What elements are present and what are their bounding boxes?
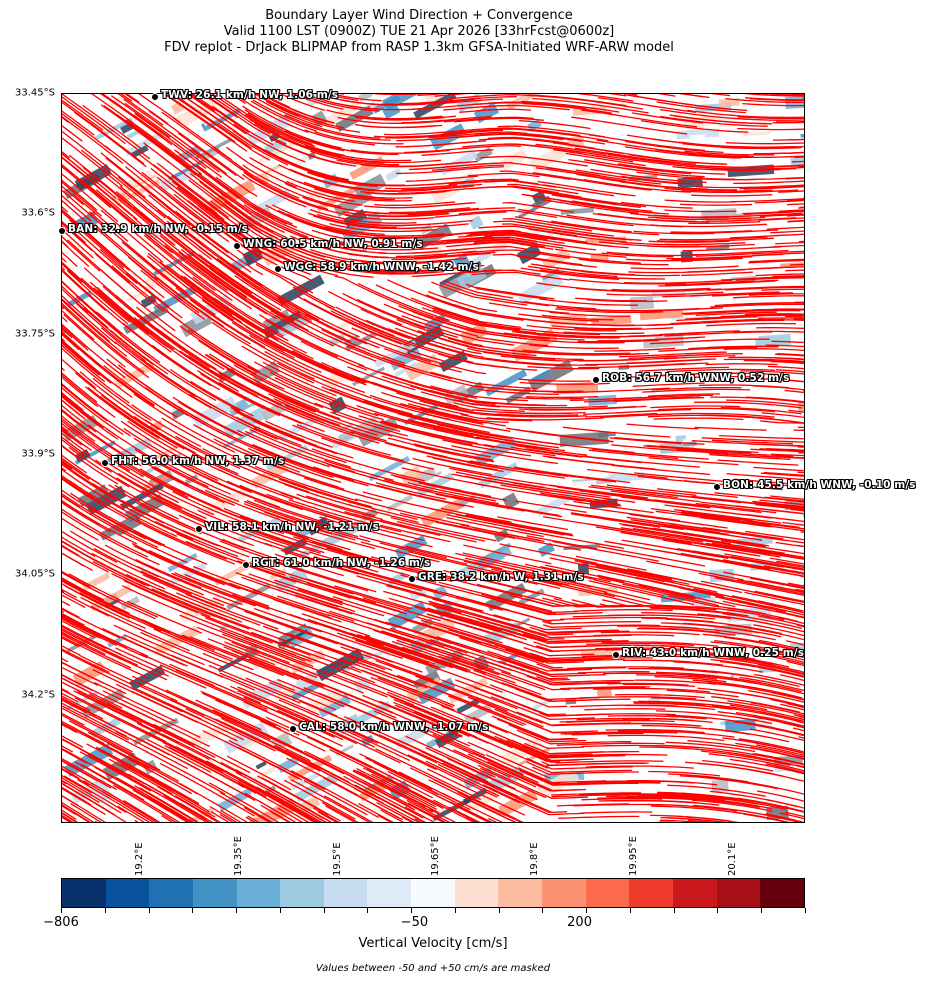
colorbar-tick-label: −806 xyxy=(43,915,79,930)
lon-tick-label: 19.5°E xyxy=(331,842,343,876)
colorbar-tick-mark xyxy=(454,908,456,913)
colorbar-tick-label: 200 xyxy=(567,915,592,930)
colorbar-segment xyxy=(105,879,150,907)
colorbar-segment xyxy=(542,879,586,907)
lon-tick-label: 19.2°E xyxy=(134,842,145,876)
station-label: RGT: 61.0 km/h NW, -1.26 m/s xyxy=(252,557,431,569)
colorbar-tick-label: −50 xyxy=(400,915,429,930)
station-label: ROB: 56.7 km/h WNW, 0.52 m/s xyxy=(602,372,790,384)
station-label: BAN: 32.9 km/h NW, -0.15 m/s xyxy=(68,223,249,235)
colorbar-tick-mark xyxy=(192,908,194,913)
chart-title-block: Boundary Layer Wind Direction + Converge… xyxy=(0,8,838,56)
lat-tick-label: 33.9°S xyxy=(21,448,55,460)
colorbar-tick-mark xyxy=(498,908,500,913)
colorbar-tick-mark xyxy=(367,908,369,913)
colorbar-segment xyxy=(62,879,106,907)
colorbar-segment xyxy=(236,879,281,907)
colorbar-segment xyxy=(411,879,455,907)
chart-title: Boundary Layer Wind Direction + Converge… xyxy=(265,8,573,23)
station-dot-icon xyxy=(408,575,416,583)
lat-tick-label: 33.75°S xyxy=(15,328,55,340)
colorbar-segment xyxy=(192,879,237,907)
station-dot-icon xyxy=(289,725,297,733)
colorbar-tick-mark xyxy=(148,908,150,913)
station-dot-icon xyxy=(242,561,250,569)
colorbar-segment xyxy=(367,879,412,907)
colorbar-tick-mark xyxy=(411,908,413,913)
colorbar-tick-mark xyxy=(542,908,544,913)
colorbar-segment xyxy=(280,879,324,907)
colorbar-tick-mark xyxy=(236,908,238,913)
lat-tick-label: 33.6°S xyxy=(21,207,55,219)
colorbar-segment xyxy=(716,879,761,907)
lat-tick-label: 33.45°S xyxy=(15,87,55,99)
colorbar-segment xyxy=(629,879,673,907)
station-dot-icon xyxy=(612,651,620,659)
station-dot-icon xyxy=(233,242,241,250)
colorbar-segment xyxy=(585,879,630,907)
lon-tick-label: 19.65°E xyxy=(430,836,442,876)
station-label: WNG: 60.5 km/h NW, 0.91 m/s xyxy=(243,238,423,250)
map-plot-area xyxy=(61,93,805,823)
wind-streamline-field xyxy=(62,94,804,822)
colorbar-tick-mark xyxy=(673,908,675,913)
station-dot-icon xyxy=(274,265,282,273)
colorbar-segment xyxy=(498,879,543,907)
colorbar-tick-mark xyxy=(279,908,281,913)
colorbar-tick-mark xyxy=(61,908,62,913)
station-dot-icon xyxy=(713,483,721,491)
station-label: VIL: 58.1 km/h NW, -1.21 m/s xyxy=(205,521,379,533)
station-label: WGC: 58.9 km/h WNW, -1.42 m/s xyxy=(284,261,479,273)
station-dot-icon xyxy=(101,459,109,467)
lat-tick-label: 34.05°S xyxy=(15,568,55,580)
mask-note: Values between -50 and +50 cm/s are mask… xyxy=(315,963,551,974)
station-label: TWV: 26.1 km/h NW, 1.06 m/s xyxy=(161,89,339,101)
colorbar-segment xyxy=(760,879,804,907)
colorbar-tick-mark xyxy=(717,908,719,913)
lon-tick-label: 19.95°E xyxy=(627,836,639,876)
colorbar-segment xyxy=(672,879,717,907)
colorbar-segment xyxy=(454,879,499,907)
lon-tick-label: 20.1°E xyxy=(726,842,738,876)
colorbar-label: Vertical Velocity [cm/s] xyxy=(358,936,508,951)
station-label: GRE: 38.2 km/h W, 1.31 m/s xyxy=(418,571,584,583)
colorbar-segment xyxy=(149,879,193,907)
colorbar-segment xyxy=(323,879,368,907)
station-label: RIV: 43.0 km/h WNW, 0.25 m/s xyxy=(622,647,805,659)
lon-tick-label: 19.35°E xyxy=(232,836,244,876)
colorbar-tick-mark xyxy=(629,908,631,913)
colorbar-tick-mark xyxy=(323,908,325,913)
lon-tick-label: 19.8°E xyxy=(529,842,541,876)
chart-valid-time: Valid 1100 LST (0900Z) TUE 21 Apr 2026 [… xyxy=(223,24,615,39)
lat-tick-label: 34.2°S xyxy=(21,689,55,701)
station-label: CAL: 58.0 km/h WNW, -1.07 m/s xyxy=(299,721,489,733)
station-dot-icon xyxy=(58,227,66,235)
station-label: BON: 45.5 km/h WNW, -0.10 m/s xyxy=(723,479,916,491)
station-label: FHT: 56.0 km/h NW, 1.37 m/s xyxy=(111,455,285,467)
colorbar-tick-mark xyxy=(586,908,588,913)
colorbar xyxy=(61,878,805,908)
colorbar-tick-mark xyxy=(104,908,106,913)
station-dot-icon xyxy=(195,525,203,533)
colorbar-tick-mark xyxy=(805,908,806,913)
colorbar-tick-mark xyxy=(761,908,763,913)
station-dot-icon xyxy=(151,93,159,101)
chart-source: FDV replot - DrJack BLIPMAP from RASP 1.… xyxy=(164,40,674,55)
station-dot-icon xyxy=(592,376,600,384)
